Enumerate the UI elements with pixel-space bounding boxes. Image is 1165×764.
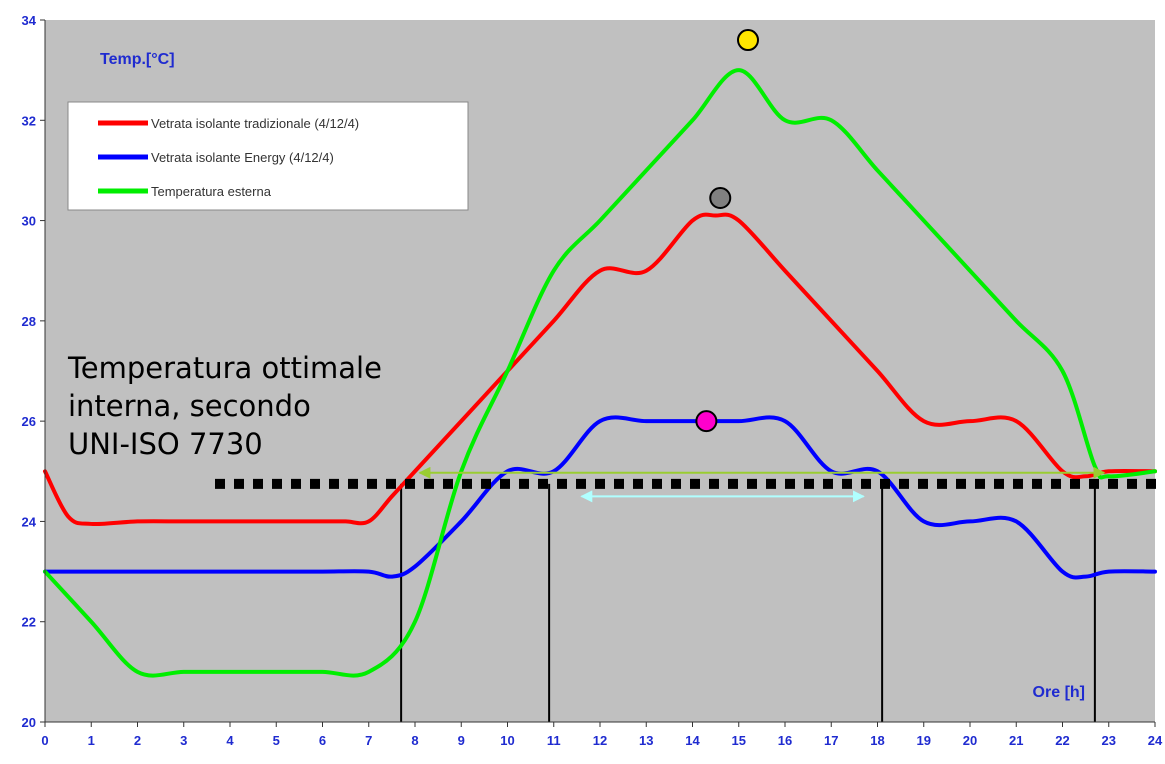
x-tick-label: 18 [870,733,884,748]
y-tick-label: 20 [22,715,36,730]
y-tick-label: 22 [22,615,36,630]
optimal-temperature-text: UNI-ISO 7730 [68,427,263,461]
peak-marker-energy [695,410,718,433]
y-tick-label: 30 [22,214,36,229]
x-tick-label: 20 [963,733,977,748]
y-tick-label: 24 [22,514,37,529]
x-tick-label: 23 [1102,733,1116,748]
peak-marker-traditional [709,187,732,210]
x-tick-label: 17 [824,733,838,748]
series-line-energy [43,415,1157,580]
optimal-temperature-text: interna, secondo [68,389,311,423]
optimal-temperature-text: Temperatura ottimale [67,351,382,385]
x-tick-label: 16 [778,733,792,748]
x-tick-label: 14 [685,733,700,748]
x-tick-label: 6 [319,733,326,748]
x-tick-label: 4 [226,733,234,748]
legend-label: Vetrata isolante Energy (4/12/4) [151,150,334,165]
legend-label: Temperatura esterna [151,184,272,199]
x-tick-label: 24 [1148,733,1163,748]
y-tick-label: 34 [22,13,37,28]
x-tick-label: 0 [41,733,48,748]
x-tick-label: 7 [365,733,372,748]
y-axis-title: Temp.[°C] [100,51,175,68]
x-tick-label: 10 [500,733,514,748]
x-tick-label: 1 [88,733,95,748]
x-tick-label: 2 [134,733,141,748]
x-tick-label: 12 [593,733,607,748]
x-tick-label: 8 [411,733,418,748]
y-tick-label: 32 [22,113,36,128]
x-tick-label: 11 [547,733,561,748]
x-axis-title: Ore [h] [1033,684,1085,701]
peak-marker-external [737,29,759,52]
series-line-traditional [43,212,1157,527]
legend-label: Vetrata isolante tradizionale (4/12/4) [151,116,359,131]
x-tick-label: 3 [180,733,187,748]
x-tick-label: 22 [1055,733,1069,748]
series-line-external [43,68,1157,678]
x-tick-label: 15 [732,733,746,748]
x-tick-label: 19 [917,733,931,748]
x-tick-label: 9 [458,733,465,748]
x-tick-label: 13 [639,733,653,748]
x-tick-label: 5 [273,733,280,748]
y-tick-label: 26 [22,414,36,429]
x-tick-label: 21 [1009,733,1023,748]
y-tick-label: 28 [22,314,36,329]
